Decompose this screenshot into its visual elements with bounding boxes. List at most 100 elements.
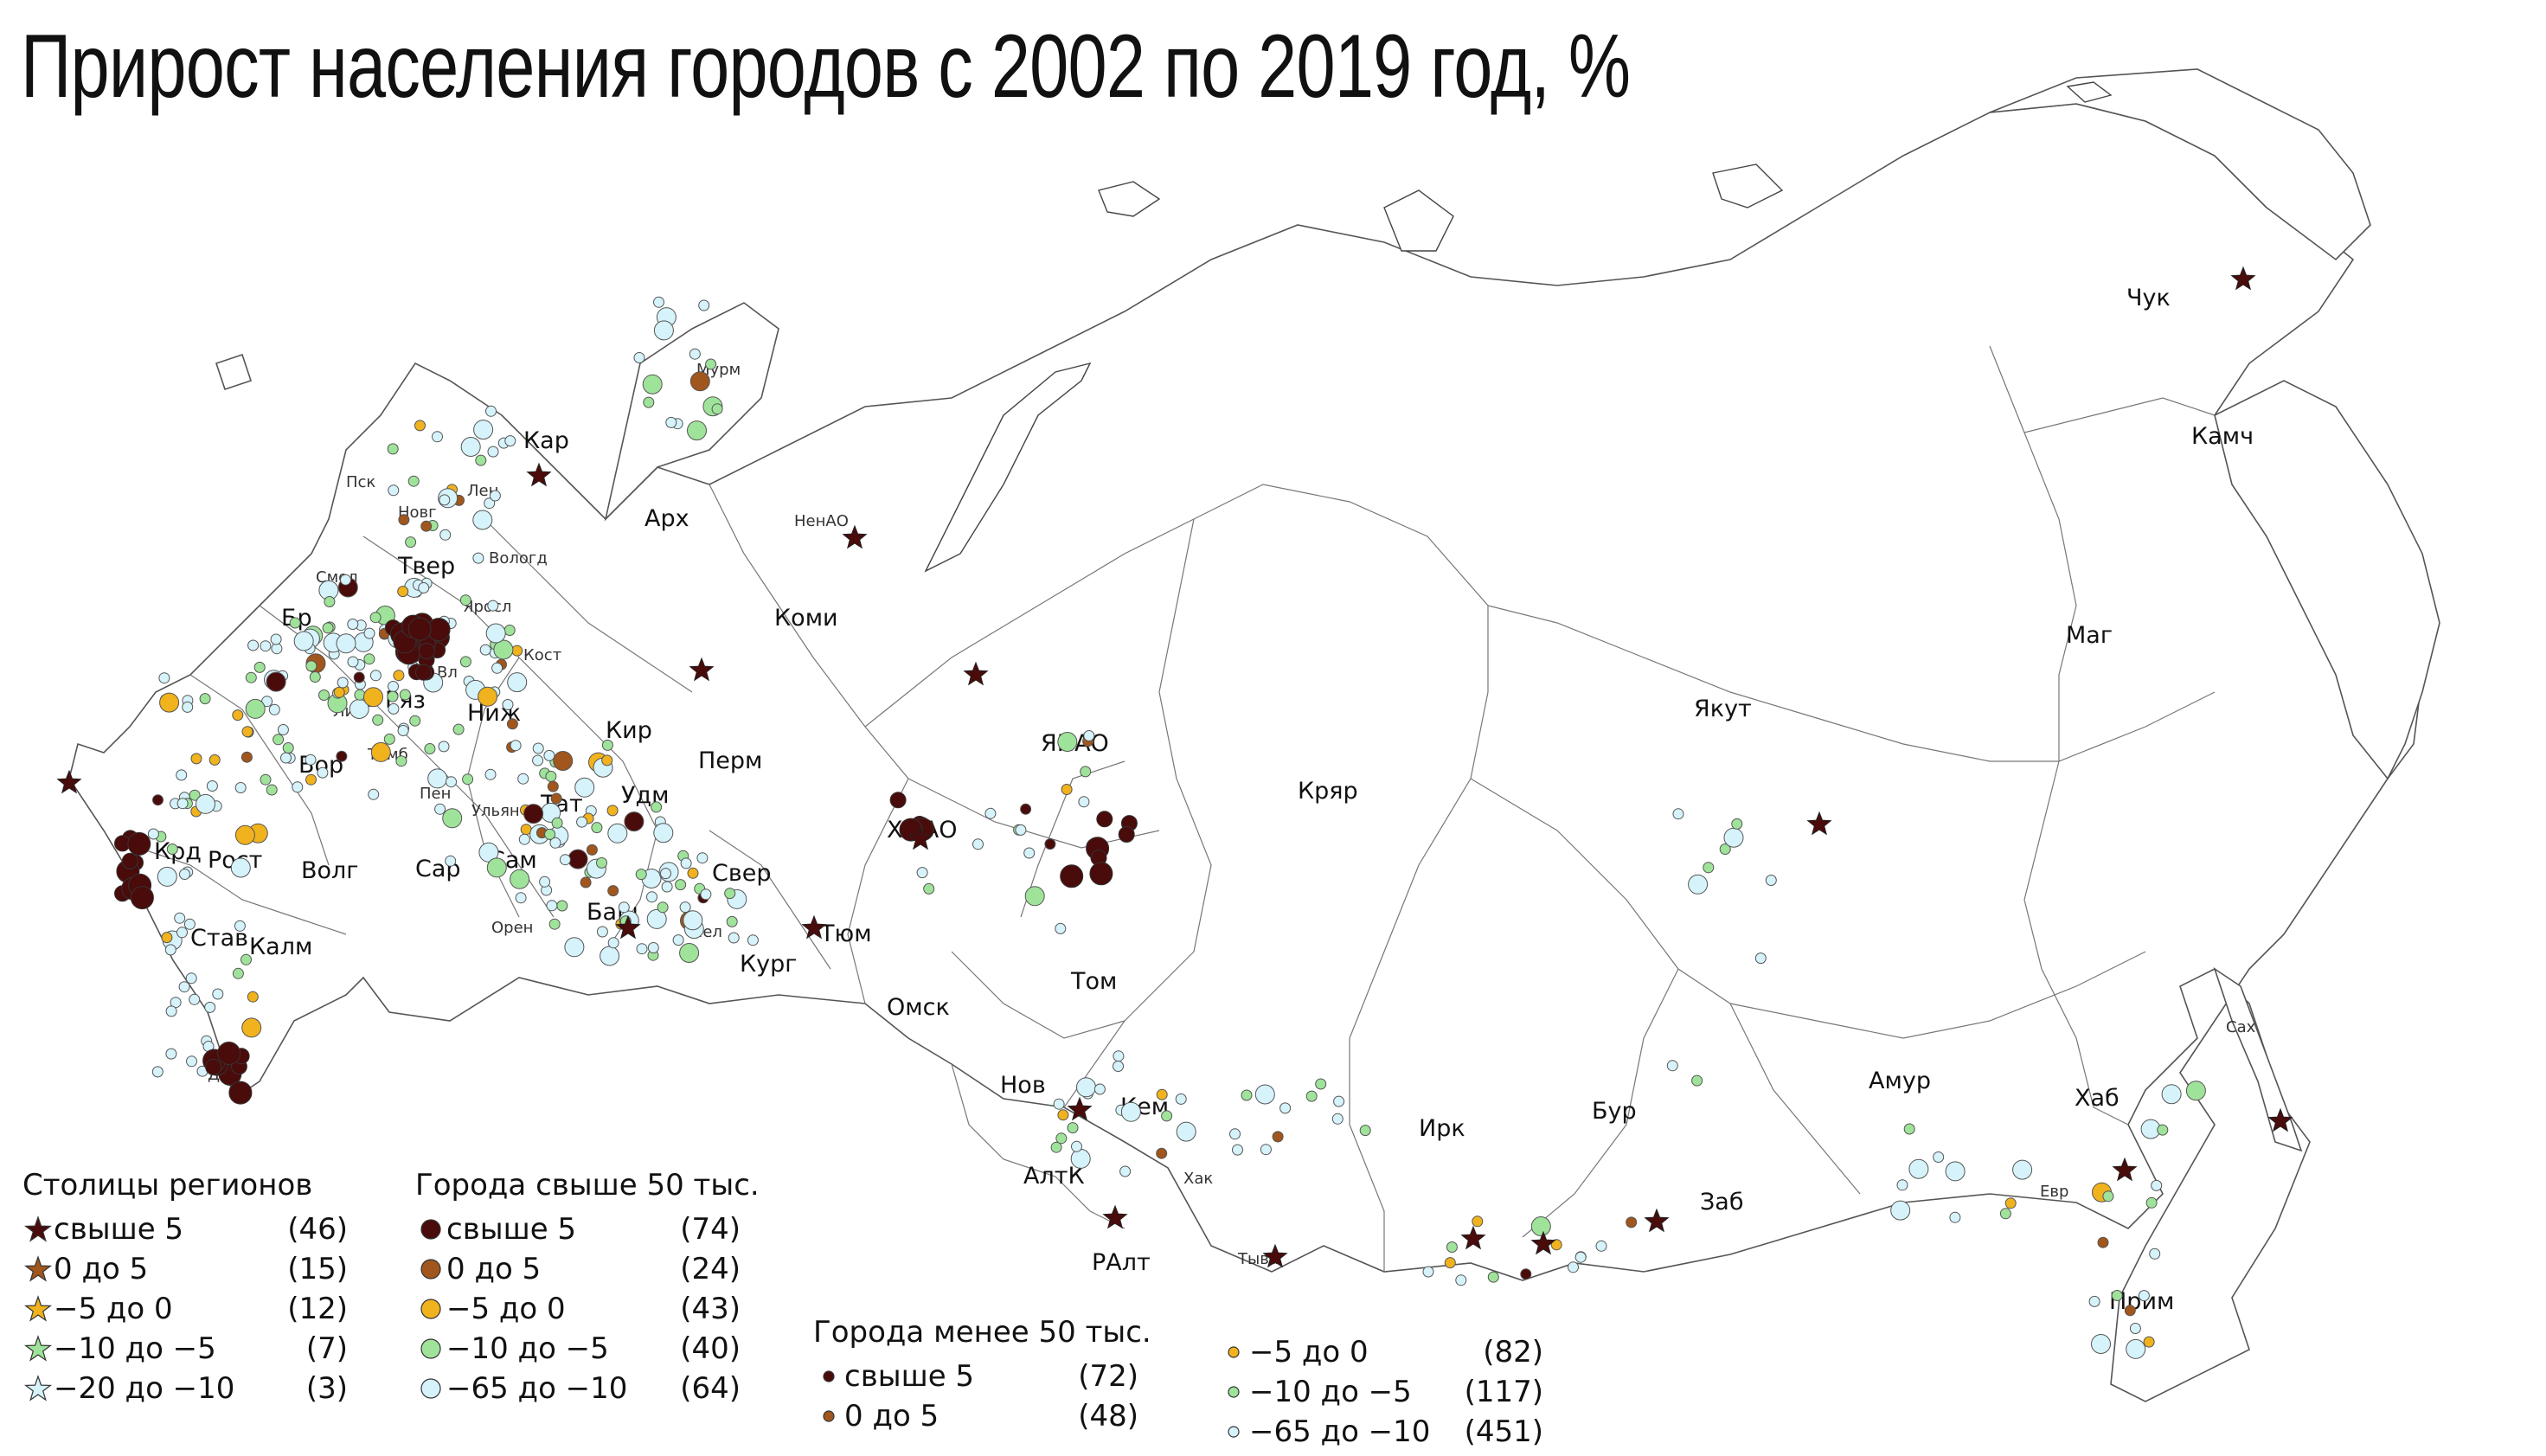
city-marker xyxy=(241,726,253,738)
city-marker xyxy=(395,755,407,767)
city-marker xyxy=(234,920,246,932)
wrangel-island xyxy=(2066,81,2113,103)
city-marker xyxy=(493,639,514,660)
city-marker xyxy=(277,724,289,735)
russia-landmass xyxy=(68,103,2423,1402)
legend-range: −10 до −5 xyxy=(446,1331,609,1366)
city-marker xyxy=(679,943,700,963)
legend_capitals-row-3: −10 до −5 (7) xyxy=(22,1329,348,1369)
city-marker xyxy=(1890,1200,1911,1221)
region-label-30: Волг xyxy=(301,857,359,884)
city-marker xyxy=(1156,1088,1168,1100)
legend-big-cities: Города свыше 50 тыс. свыше 5 (74) 0 до 5 (2… xyxy=(415,1168,760,1408)
circle-icon xyxy=(1218,1416,1249,1447)
region-label-51: Ирк xyxy=(1419,1115,1465,1142)
capital-star xyxy=(842,524,868,549)
city-marker xyxy=(309,671,321,683)
city-marker xyxy=(485,623,506,644)
city-marker xyxy=(487,600,499,612)
city-marker xyxy=(340,574,351,586)
city-marker xyxy=(510,740,522,752)
city-marker-large xyxy=(127,831,151,856)
city-marker xyxy=(606,805,619,817)
city-marker xyxy=(176,798,189,810)
city-marker xyxy=(747,934,759,946)
region-label-28: Крд xyxy=(154,838,202,865)
city-marker xyxy=(189,993,201,1005)
legend_small-row-1: 0 до 5 (48) xyxy=(813,1396,1151,1436)
city-marker xyxy=(369,670,382,682)
region-label-62: Чук xyxy=(2126,285,2171,311)
legend-range: −65 до −10 xyxy=(446,1371,628,1406)
city-marker xyxy=(543,749,555,761)
city-marker xyxy=(607,885,619,897)
legend-capitals: Столицы регионов свыше 5 (46) 0 до 5 (15) −5… xyxy=(22,1168,348,1408)
capital-star xyxy=(1530,1230,1556,1255)
city-marker xyxy=(324,596,336,607)
city-marker xyxy=(651,801,663,813)
city-marker-large xyxy=(407,617,432,641)
city-marker xyxy=(506,718,518,730)
city-marker xyxy=(1113,1050,1125,1062)
city-marker-large xyxy=(418,643,435,660)
city-marker xyxy=(1044,838,1056,850)
star-icon xyxy=(22,1254,54,1285)
city-marker xyxy=(388,681,399,692)
city-marker xyxy=(683,910,703,931)
legend-count: (15) xyxy=(287,1252,348,1286)
region-label-22: Ульян xyxy=(471,802,520,820)
city-marker xyxy=(232,967,244,979)
city-marker xyxy=(206,780,218,792)
city-marker xyxy=(726,915,738,927)
city-marker xyxy=(189,789,201,801)
city-marker xyxy=(586,843,598,856)
capital-star xyxy=(2230,266,2256,291)
city-marker-large xyxy=(415,664,432,681)
legend-range: −5 до 0 xyxy=(446,1292,566,1326)
city-marker xyxy=(1444,1257,1456,1269)
star-icon xyxy=(22,1214,54,1245)
city-marker xyxy=(696,852,709,864)
city-marker xyxy=(176,927,188,939)
city-marker xyxy=(152,794,164,806)
region-label-39: Тюм xyxy=(819,920,872,947)
city-marker xyxy=(545,770,557,782)
region-label-60: Маг xyxy=(2066,622,2113,649)
legend-range: −65 до −10 xyxy=(1249,1414,1431,1449)
city-marker xyxy=(2088,1295,2100,1307)
city-marker xyxy=(317,766,329,779)
city-marker xyxy=(383,733,395,745)
region-label-47: РАлт xyxy=(1092,1249,1151,1276)
circle-icon xyxy=(415,1254,446,1285)
city-marker xyxy=(1020,803,1032,815)
legend-range: 0 до 5 xyxy=(54,1252,149,1286)
chukotka xyxy=(1989,68,2371,261)
region-label-50: Кряр xyxy=(1298,778,1358,805)
city-marker xyxy=(2012,1159,2033,1180)
city-marker xyxy=(635,869,647,881)
city-marker xyxy=(1333,1095,1345,1107)
city-marker xyxy=(1055,1132,1068,1145)
city-marker xyxy=(1232,1144,1243,1156)
city-marker xyxy=(532,754,544,766)
city-marker xyxy=(2126,1338,2146,1359)
region-label-16: Кир xyxy=(606,717,652,744)
city-marker xyxy=(260,773,272,786)
legend-range: 0 до 5 xyxy=(446,1252,542,1286)
city-marker xyxy=(680,857,692,869)
city-marker xyxy=(333,686,345,698)
legend-range: −20 до −10 xyxy=(54,1371,235,1406)
city-marker xyxy=(388,702,400,715)
city-marker xyxy=(1731,818,1743,830)
city-marker xyxy=(1254,1084,1275,1105)
city-marker xyxy=(549,837,561,849)
city-markers xyxy=(56,266,2293,1359)
city-marker xyxy=(165,1048,177,1060)
city-marker xyxy=(397,586,409,598)
city-marker xyxy=(196,793,215,814)
city-marker xyxy=(176,769,188,781)
legend-range: −10 до −5 xyxy=(54,1331,216,1366)
legend-count: (40) xyxy=(680,1331,741,1366)
region-label-11: Кост xyxy=(523,646,561,664)
